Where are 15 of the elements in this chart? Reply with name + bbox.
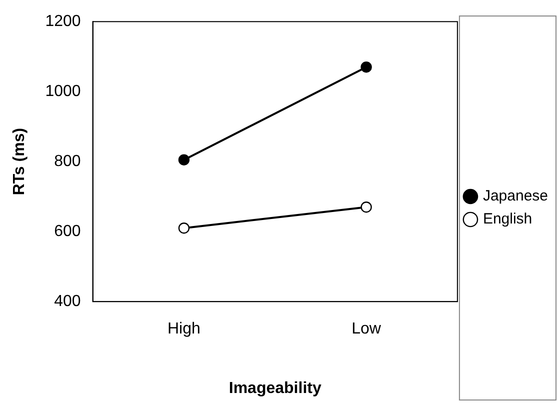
y-tick-label: 800 <box>54 153 81 170</box>
legend-label: Japanese <box>482 188 548 205</box>
y-tick-label: 600 <box>54 223 81 240</box>
x-tick-label: Low <box>352 320 382 338</box>
y-tick-label: 1000 <box>45 83 81 100</box>
legend-label: English <box>482 210 532 228</box>
point <box>178 154 190 166</box>
y-axis-title: RTs (ms) <box>11 128 28 196</box>
point <box>360 202 372 213</box>
y-tick-label: 1200 <box>45 13 81 30</box>
y-tick-label: 400 <box>54 293 81 310</box>
point <box>178 222 190 234</box>
x-axis-title: Imageability <box>228 380 322 397</box>
x-tick-label: High <box>168 320 200 338</box>
point <box>360 62 372 73</box>
